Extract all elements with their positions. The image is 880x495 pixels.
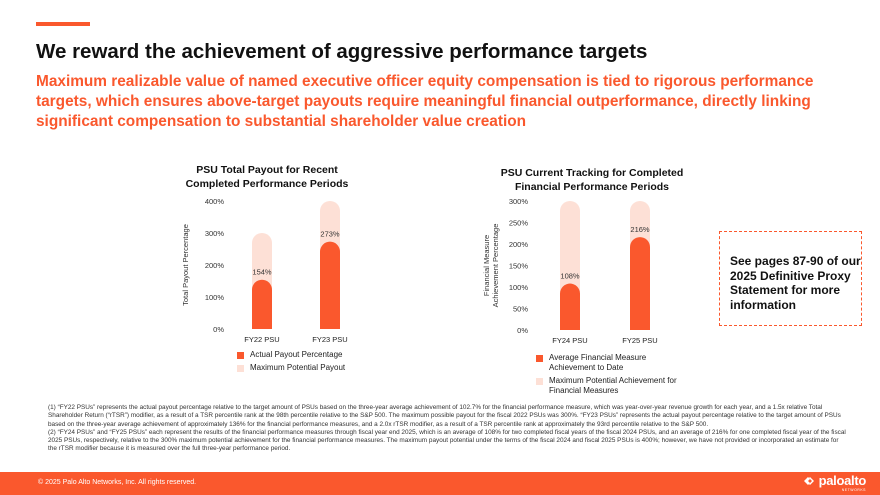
legend-label-average: Average Financial Measure Achievement to… xyxy=(549,353,647,372)
copyright-text: © 2025 Palo Alto Networks, Inc. All righ… xyxy=(38,479,197,486)
chart1-title: PSU Total Payout for Recent Completed Pe… xyxy=(185,164,349,190)
footnotes: (1) “FY22 PSUs” represents the actual pa… xyxy=(48,404,848,454)
y-tick-label: 250% xyxy=(509,219,529,228)
y-tick-label: 150% xyxy=(509,262,529,271)
y-axis-label: Financial MeasureAchievement Percentage xyxy=(482,224,500,308)
footer-bar: © 2025 Palo Alto Networks, Inc. All righ… xyxy=(0,472,880,495)
paloalto-logo-icon xyxy=(803,477,814,485)
x-tick-label: FY24 PSU xyxy=(552,336,587,345)
page-subtitle: Maximum realizable value of named execut… xyxy=(36,73,814,130)
data-label: 154% xyxy=(252,268,272,277)
chart2-title: PSU Current Tracking for Completed Finan… xyxy=(500,167,684,193)
logo-subtext: NETWORKS xyxy=(841,488,866,492)
paloalto-logo: paloalto NETWORKS xyxy=(802,473,867,492)
psu-tracking-chart: 0% 50% 100% 150% 200% 250% 300% Financial Measu… xyxy=(482,197,658,345)
legend-label-max: Maximum Potential Payout xyxy=(250,363,346,372)
chart1-legend: Actual Payout Percentage Maximum Potenti… xyxy=(237,350,367,376)
y-tick-label: 50% xyxy=(513,305,528,314)
legend-swatch-max xyxy=(237,365,244,372)
x-tick-label: FY22 PSU xyxy=(244,335,279,344)
legend-swatch-actual xyxy=(237,352,244,359)
footnote-2: (2) “FY24 PSUs” and “FY25 PSUs” each rep… xyxy=(48,428,846,453)
legend-item-average: Average Financial Measure Achievement to… xyxy=(536,353,686,373)
data-label: 216% xyxy=(630,225,650,234)
actual-value-bar xyxy=(630,237,650,330)
y-tick-label: 200% xyxy=(509,240,529,249)
y-tick-label: 300% xyxy=(205,229,225,238)
y-axis-label: Total Payout Percentage xyxy=(181,224,190,306)
logo-wordmark: paloalto xyxy=(818,473,867,488)
proxy-statement-callout: See pages 87-90 of our 2025 Definitive P… xyxy=(719,231,862,326)
psu-payout-chart: 0% 100% 200% 300% 400% Total Payout Percentag… xyxy=(181,197,348,344)
y-tick-label: 100% xyxy=(509,283,529,292)
legend-label-potential: Maximum Potential Achievement for Financ… xyxy=(549,376,677,395)
x-tick-label: FY25 PSU xyxy=(622,336,657,345)
footnote-1: (1) “FY22 PSUs” represents the actual pa… xyxy=(48,404,841,428)
page-title: We reward the achievement of aggressive … xyxy=(36,40,648,63)
actual-value-bar xyxy=(252,279,272,329)
legend-swatch-average xyxy=(536,355,543,362)
y-tick-label: 400% xyxy=(205,197,225,206)
data-label: 273% xyxy=(320,230,340,239)
x-tick-label: FY23 PSU xyxy=(312,335,347,344)
chart2-legend: Average Financial Measure Achievement to… xyxy=(536,353,686,399)
legend-item-max: Maximum Potential Payout xyxy=(237,363,367,373)
accent-bar xyxy=(36,22,90,26)
data-label: 108% xyxy=(560,272,580,281)
y-tick-label: 300% xyxy=(509,197,529,206)
legend-swatch-potential xyxy=(536,378,543,385)
y-tick-label: 100% xyxy=(205,293,225,302)
y-tick-label: 200% xyxy=(205,261,225,270)
actual-value-bar xyxy=(560,283,580,330)
legend-label-actual: Actual Payout Percentage xyxy=(250,350,343,359)
y-tick-label: 0% xyxy=(213,325,224,334)
legend-item-actual: Actual Payout Percentage xyxy=(237,350,367,360)
legend-item-potential: Maximum Potential Achievement for Financ… xyxy=(536,376,686,396)
y-tick-label: 0% xyxy=(517,326,528,335)
actual-value-bar xyxy=(320,241,340,329)
